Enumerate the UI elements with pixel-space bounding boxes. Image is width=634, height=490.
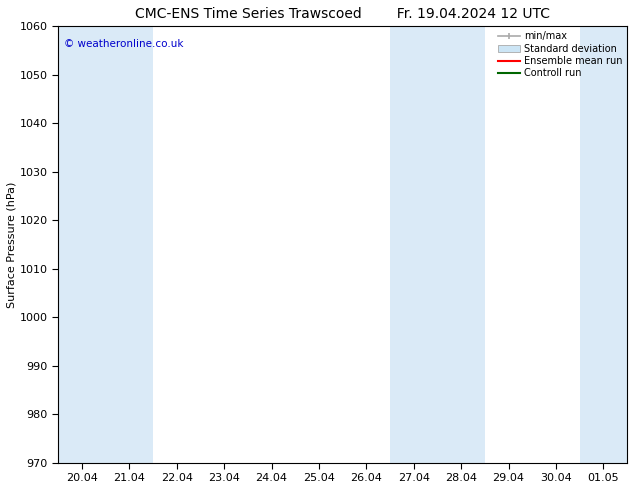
Bar xyxy=(579,26,627,463)
Bar xyxy=(390,26,437,463)
Text: © weatheronline.co.uk: © weatheronline.co.uk xyxy=(64,39,183,49)
Y-axis label: Surface Pressure (hPa): Surface Pressure (hPa) xyxy=(7,181,17,308)
Bar xyxy=(58,26,106,463)
Bar xyxy=(437,26,485,463)
Bar xyxy=(106,26,153,463)
Legend: min/max, Standard deviation, Ensemble mean run, Controll run: min/max, Standard deviation, Ensemble me… xyxy=(496,29,624,80)
Title: CMC-ENS Time Series Trawscoed        Fr. 19.04.2024 12 UTC: CMC-ENS Time Series Trawscoed Fr. 19.04.… xyxy=(135,7,550,21)
